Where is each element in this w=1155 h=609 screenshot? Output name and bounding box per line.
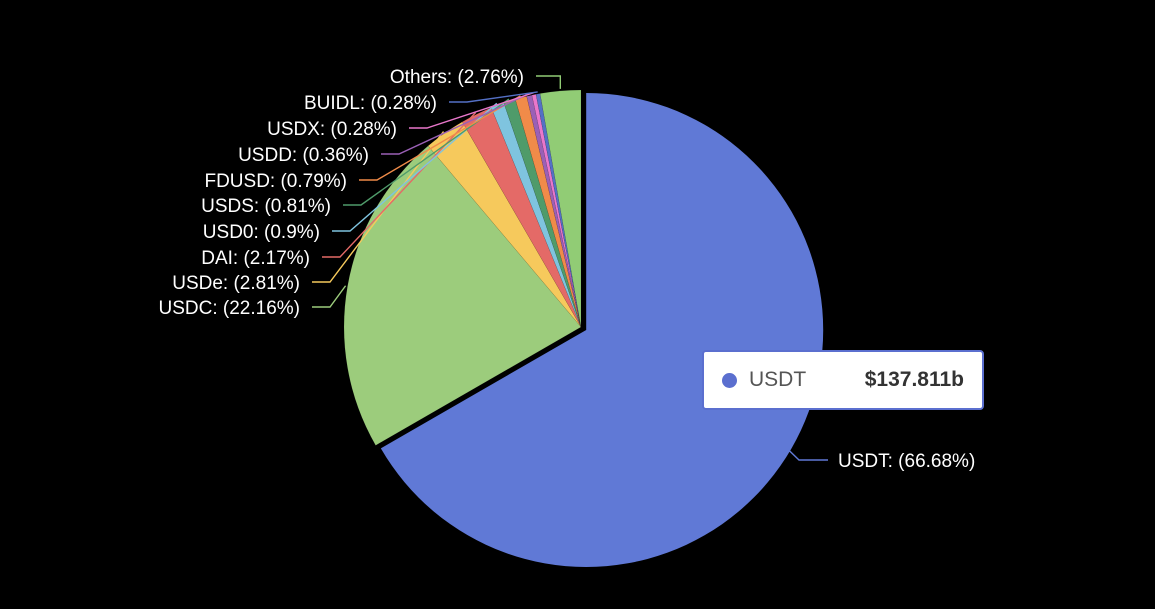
slice-label-usdt: USDT: (66.68%) [838,451,975,472]
slice-labels: USDT: (66.68%) USDC: (22.16%) USDe: (2.81%… [159,67,976,472]
tooltip-series-dot [722,372,737,388]
slice-label-usdx: USDX: (0.28%) [267,119,397,140]
leader-line-usdt [780,442,828,461]
leader-line-usds [343,98,510,206]
slice-label-buidl: BUIDL: (0.28%) [304,93,437,114]
pie-slice-usdc[interactable] [343,145,582,446]
slice-label-others: Others: (2.76%) [390,67,524,88]
slice-label-usdc: USDC: (22.16%) [159,298,301,319]
slice-label-usd0: USD0: (0.9%) [203,222,320,243]
tooltip: USDT $137.811b [702,350,984,410]
leader-line-usdd [381,93,530,155]
leader-line-usdx [409,92,534,129]
leader-line-usd0 [332,102,498,232]
pie-slice-buidl[interactable] [535,93,582,328]
slice-label-usds: USDS: (0.81%) [201,196,331,217]
tooltip-series-name: USDT [749,368,807,391]
pie-slice-usdt[interactable] [380,93,824,568]
slice-label-fdusd: FDUSD: (0.79%) [204,171,347,192]
pie-slice-usdd[interactable] [526,94,582,328]
pie-slices [343,89,824,568]
leader-line-usdc [312,285,347,308]
leader-line-others [536,75,562,89]
label-leader-lines [312,75,828,461]
leader-line-fdusd [359,95,521,181]
pie-slice-usdx[interactable] [531,94,582,328]
slice-label-usdd: USDD: (0.36%) [238,145,369,166]
slice-label-usde: USDe: (2.81%) [172,273,300,294]
pie-slice-others[interactable] [539,89,582,328]
leader-line-buidl [449,91,538,103]
tooltip-value: $137.811b [864,368,964,391]
slice-label-dai: DAI: (2.17%) [201,248,310,269]
